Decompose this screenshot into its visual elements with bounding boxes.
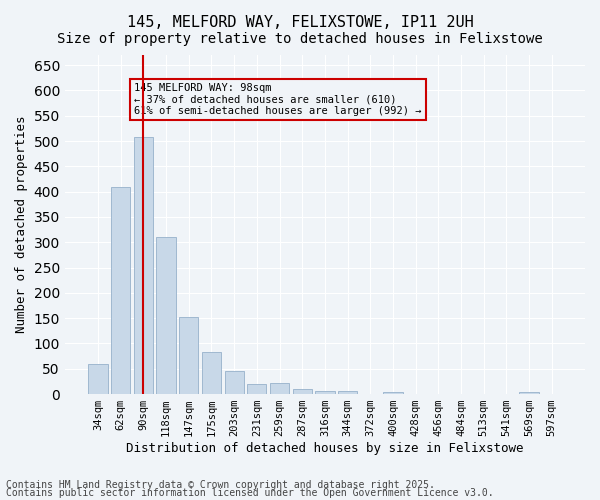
Bar <box>134 138 153 394</box>
Bar <box>202 352 221 394</box>
Bar <box>111 186 130 394</box>
Bar <box>157 237 176 394</box>
Bar <box>520 392 539 394</box>
Bar <box>293 389 312 394</box>
Bar <box>88 364 108 394</box>
Text: 145, MELFORD WAY, FELIXSTOWE, IP11 2UH: 145, MELFORD WAY, FELIXSTOWE, IP11 2UH <box>127 15 473 30</box>
Bar <box>179 316 199 394</box>
Bar <box>383 392 403 394</box>
Bar <box>270 383 289 394</box>
Bar <box>315 390 335 394</box>
Text: Size of property relative to detached houses in Felixstowe: Size of property relative to detached ho… <box>57 32 543 46</box>
Y-axis label: Number of detached properties: Number of detached properties <box>15 116 28 334</box>
Text: Contains public sector information licensed under the Open Government Licence v3: Contains public sector information licen… <box>6 488 494 498</box>
Text: Contains HM Land Registry data © Crown copyright and database right 2025.: Contains HM Land Registry data © Crown c… <box>6 480 435 490</box>
Bar <box>338 390 357 394</box>
Text: 145 MELFORD WAY: 98sqm
← 37% of detached houses are smaller (610)
61% of semi-de: 145 MELFORD WAY: 98sqm ← 37% of detached… <box>134 83 422 116</box>
Bar <box>224 372 244 394</box>
Bar <box>247 384 266 394</box>
X-axis label: Distribution of detached houses by size in Felixstowe: Distribution of detached houses by size … <box>126 442 524 455</box>
